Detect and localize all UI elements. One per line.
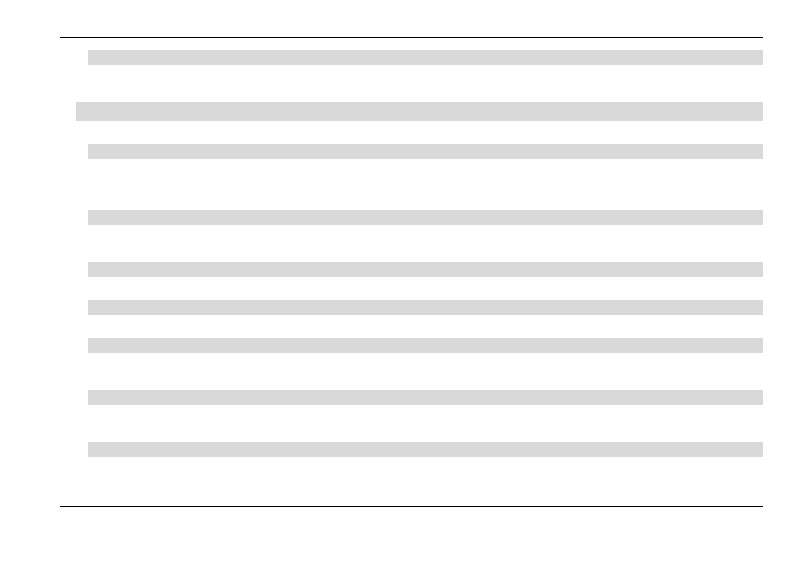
row-bar: [88, 144, 763, 159]
row-bar: [88, 210, 763, 225]
row-bar: [88, 262, 763, 277]
row-bar: [88, 50, 763, 65]
row-bar: [88, 338, 763, 353]
row-bar: [88, 442, 763, 457]
row-bar: [88, 300, 763, 315]
section-bar: [76, 102, 763, 121]
row-bar: [88, 390, 763, 405]
